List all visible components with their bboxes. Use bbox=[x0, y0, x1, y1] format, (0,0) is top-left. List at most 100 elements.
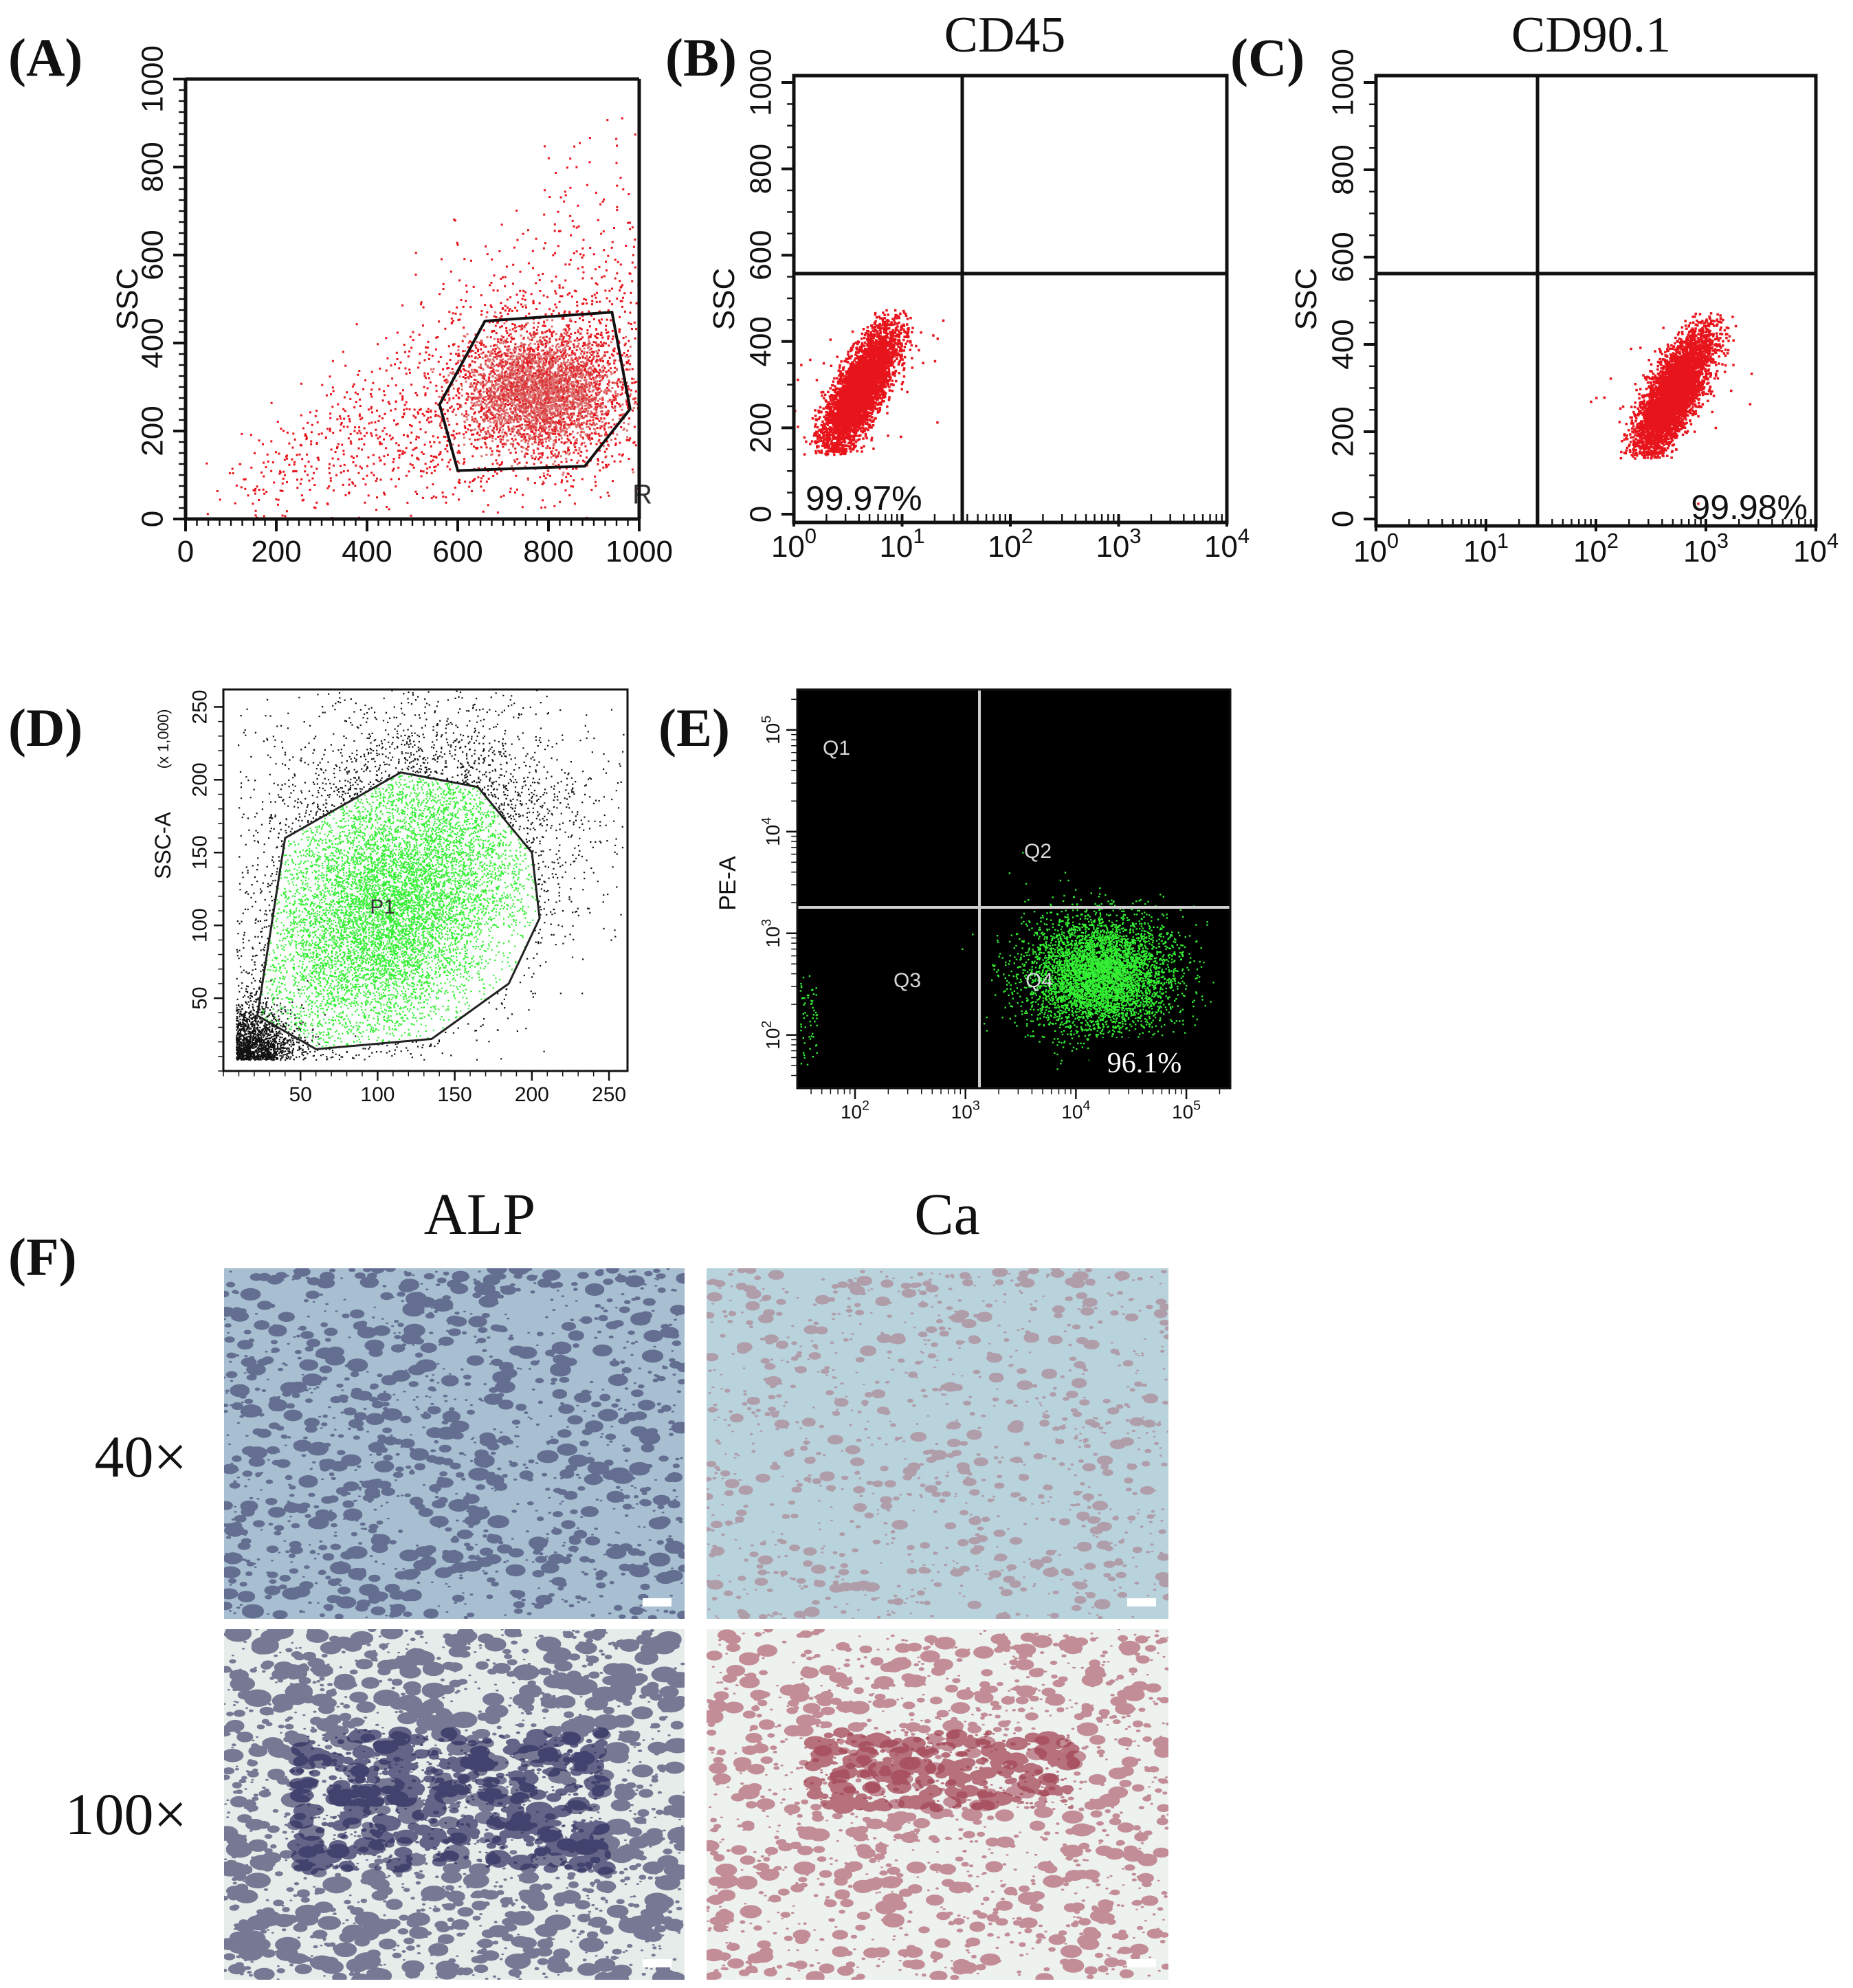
panel-c-dots bbox=[1590, 312, 1753, 505]
axesA-y-tick-label: 0 bbox=[136, 511, 170, 527]
panel-letter-f: (F) bbox=[8, 1227, 77, 1287]
panel-letter-d: (D) bbox=[8, 698, 82, 758]
panel-e-y-axis-label: PE-A bbox=[715, 856, 741, 911]
panel-b-dots bbox=[788, 309, 944, 456]
axesC-x-tick-label: 100 bbox=[1353, 529, 1399, 568]
panel-b: CD45 99.97% 100 101 102 103 104 0 200 400 600 800… bbox=[707, 7, 1250, 564]
panel-b-dot bbox=[788, 309, 944, 456]
axesD-x-tick-label: 50 bbox=[289, 1083, 312, 1106]
alp-40x-scale-bar bbox=[643, 1598, 672, 1606]
panel-c-percentage: 99.98% bbox=[1691, 488, 1808, 527]
axesA-y-tick-label: 1000 bbox=[136, 45, 170, 113]
axesC-x-tick-label: 102 bbox=[1573, 529, 1619, 568]
panel-e-percentage: 96.1% bbox=[1107, 1048, 1182, 1079]
axesB-y-tick-label: 800 bbox=[744, 144, 778, 194]
panel-f-column-title-ca: Ca bbox=[914, 1181, 980, 1247]
axesD-y-tick-label: 50 bbox=[189, 986, 212, 1009]
panel-c-y-axis-label: SSC bbox=[1289, 268, 1323, 330]
panel-a-dots bbox=[206, 118, 697, 520]
axesA-x-tick-label: 600 bbox=[432, 535, 482, 568]
axesC-y-tick-label: 600 bbox=[1327, 232, 1360, 282]
axesD-y-tick-label: 250 bbox=[189, 689, 212, 724]
panel-f-row-label-40x: 40× bbox=[94, 1424, 187, 1490]
axesA-y-tick-label: 800 bbox=[136, 142, 170, 192]
axesA-x-tick-label: 800 bbox=[523, 535, 573, 568]
axesE-x-tick-label: 104 bbox=[1061, 1098, 1090, 1123]
panel-f: ALP Ca 40× 100× bbox=[65, 1181, 1173, 1987]
axesB-y-tick-label: 200 bbox=[744, 403, 778, 453]
panel-c-dot bbox=[1590, 312, 1753, 505]
panel-e-q3-label: Q3 bbox=[894, 969, 921, 992]
panel-c-frame bbox=[1376, 76, 1816, 526]
axesA-x-tick-label: 0 bbox=[177, 535, 194, 568]
axesE-x-tick-label: 105 bbox=[1172, 1098, 1201, 1123]
axesB-x-tick-label: 104 bbox=[1204, 524, 1250, 564]
panel-d-y-axis-label: SSC-A bbox=[151, 811, 175, 879]
axesC-y-tick-label: 400 bbox=[1327, 319, 1360, 369]
axesC-y-tick-label: 1000 bbox=[1327, 49, 1360, 116]
ca-40x-scale-bar bbox=[1127, 1598, 1156, 1606]
panel-b-frame bbox=[794, 76, 1227, 522]
panel-d-y-axis-unit: (x 1,000) bbox=[155, 709, 172, 769]
axesC-y-tick-label: 200 bbox=[1327, 406, 1360, 456]
axesA-y-tick-label: 200 bbox=[136, 406, 170, 456]
axesD-x-tick-label: 150 bbox=[438, 1083, 472, 1106]
panel-c-quadrant-lines bbox=[1376, 76, 1816, 526]
axesE-y-tick-label: 104 bbox=[759, 817, 784, 846]
panel-e-q2-label: Q2 bbox=[1024, 840, 1052, 863]
panel-a-y-axis-label: SSC bbox=[111, 268, 144, 330]
axesB-y-tick-label: 1000 bbox=[744, 49, 778, 116]
panel-d-gate-label: P1 bbox=[370, 896, 395, 918]
axesC-y-tick-label: 800 bbox=[1327, 144, 1360, 195]
panel-letter-e: (E) bbox=[658, 698, 730, 758]
panel-e-q4-label: Q4 bbox=[1025, 969, 1053, 992]
axesB-x-tick-label: 101 bbox=[879, 524, 924, 564]
axesE-y-tick-label: 105 bbox=[759, 716, 784, 744]
panel-letter-b: (B) bbox=[665, 27, 737, 87]
panel-b-y-axis-label: SSC bbox=[707, 268, 741, 330]
axesB-x-tick-label: 100 bbox=[771, 524, 817, 564]
axesD-x-tick-label: 200 bbox=[515, 1083, 549, 1106]
panel-e-q1-label: Q1 bbox=[823, 737, 850, 760]
axesA-x-tick-label: 200 bbox=[251, 535, 301, 568]
panel-d-dots bbox=[236, 689, 625, 1061]
alp-100x-scale-bar bbox=[643, 1959, 672, 1967]
axesC-y-tick-label: 0 bbox=[1327, 511, 1360, 527]
axesB-x-tick-label: 102 bbox=[988, 524, 1033, 564]
axesA-x-tick-label: 1000 bbox=[606, 535, 673, 568]
axesC-x-tick-label: 104 bbox=[1793, 529, 1839, 568]
axesB-y-tick-label: 600 bbox=[744, 230, 778, 280]
axesD-x-tick-label: 100 bbox=[360, 1083, 395, 1106]
axesD-y-tick-label: 200 bbox=[189, 762, 212, 797]
panel-e: Q1 Q2 Q3 Q4 96.1% 102 103 104 105 102 103 104 1… bbox=[715, 689, 1250, 1123]
panel-b-title: CD45 bbox=[944, 7, 1066, 63]
panel-b-quadrant-lines bbox=[794, 76, 1227, 522]
axesC-x-tick-label: 101 bbox=[1463, 529, 1509, 568]
panel-a-gate-label: R bbox=[632, 480, 652, 510]
axesD-x-tick-label: 250 bbox=[592, 1083, 626, 1106]
panel-f-row-label-100x: 100× bbox=[65, 1781, 187, 1847]
axesB-y-tick-label: 0 bbox=[744, 506, 778, 522]
panel-e-background bbox=[797, 689, 1230, 1088]
axesC-x-tick-label: 103 bbox=[1683, 529, 1729, 568]
axesB-y-tick-label: 400 bbox=[744, 316, 778, 366]
ca-100x-scale-bar bbox=[1127, 1959, 1156, 1967]
axesE-y-tick-label: 103 bbox=[759, 919, 784, 948]
axesE-x-tick-label: 103 bbox=[951, 1098, 980, 1123]
panel-letter-a: (A) bbox=[8, 27, 82, 87]
panel-f-column-title-alp: ALP bbox=[424, 1181, 535, 1247]
axesD-y-tick-label: 150 bbox=[189, 835, 212, 870]
axesD-y-tick-label: 100 bbox=[189, 908, 212, 942]
axesE-x-tick-label: 102 bbox=[841, 1098, 869, 1123]
axesA-x-tick-label: 400 bbox=[342, 535, 392, 568]
panel-a-dot bbox=[206, 118, 641, 520]
panel-b-percentage: 99.97% bbox=[806, 479, 922, 518]
panel-c-title: CD90.1 bbox=[1511, 7, 1671, 63]
axesB-x-tick-label: 103 bbox=[1096, 524, 1141, 564]
panel-letter-c: (C) bbox=[1230, 27, 1305, 87]
panel-d: P1 50 100 150 200 250 50 100 150 200 250 SSC-A (x… bbox=[151, 689, 628, 1106]
panel-c: CD90.1 99.98% 100 101 102 103 104 0 200 400 600 8… bbox=[1289, 7, 1839, 568]
axesE-y-tick-label: 102 bbox=[759, 1021, 784, 1050]
